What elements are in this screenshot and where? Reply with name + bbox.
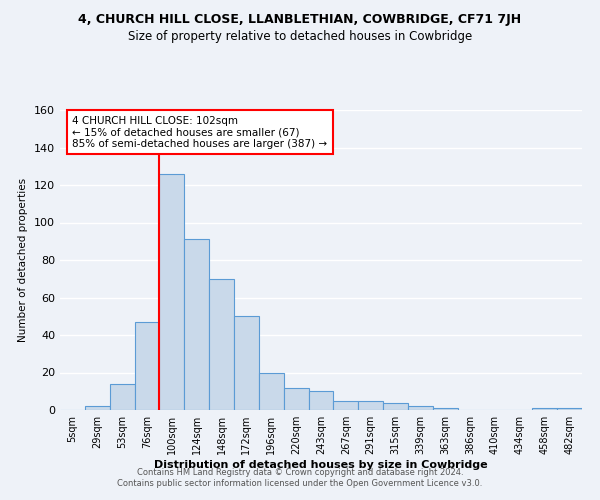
Bar [433, 408, 458, 410]
Bar [209, 279, 234, 410]
Y-axis label: Number of detached properties: Number of detached properties [19, 178, 28, 342]
Bar [358, 400, 383, 410]
Bar [557, 408, 582, 410]
Bar [532, 408, 557, 410]
Bar [284, 388, 308, 410]
Bar [408, 406, 433, 410]
Text: 4, CHURCH HILL CLOSE, LLANBLETHIAN, COWBRIDGE, CF71 7JH: 4, CHURCH HILL CLOSE, LLANBLETHIAN, COWB… [79, 12, 521, 26]
Bar [334, 400, 358, 410]
Text: Contains HM Land Registry data © Crown copyright and database right 2024.
Contai: Contains HM Land Registry data © Crown c… [118, 468, 482, 487]
Bar [184, 240, 209, 410]
Bar [160, 174, 184, 410]
Bar [234, 316, 259, 410]
Bar [134, 322, 160, 410]
Text: 4 CHURCH HILL CLOSE: 102sqm
← 15% of detached houses are smaller (67)
85% of sem: 4 CHURCH HILL CLOSE: 102sqm ← 15% of det… [73, 116, 328, 149]
X-axis label: Distribution of detached houses by size in Cowbridge: Distribution of detached houses by size … [154, 460, 488, 470]
Bar [308, 391, 334, 410]
Bar [383, 402, 408, 410]
Bar [259, 372, 284, 410]
Text: Size of property relative to detached houses in Cowbridge: Size of property relative to detached ho… [128, 30, 472, 43]
Bar [85, 406, 110, 410]
Bar [110, 384, 134, 410]
